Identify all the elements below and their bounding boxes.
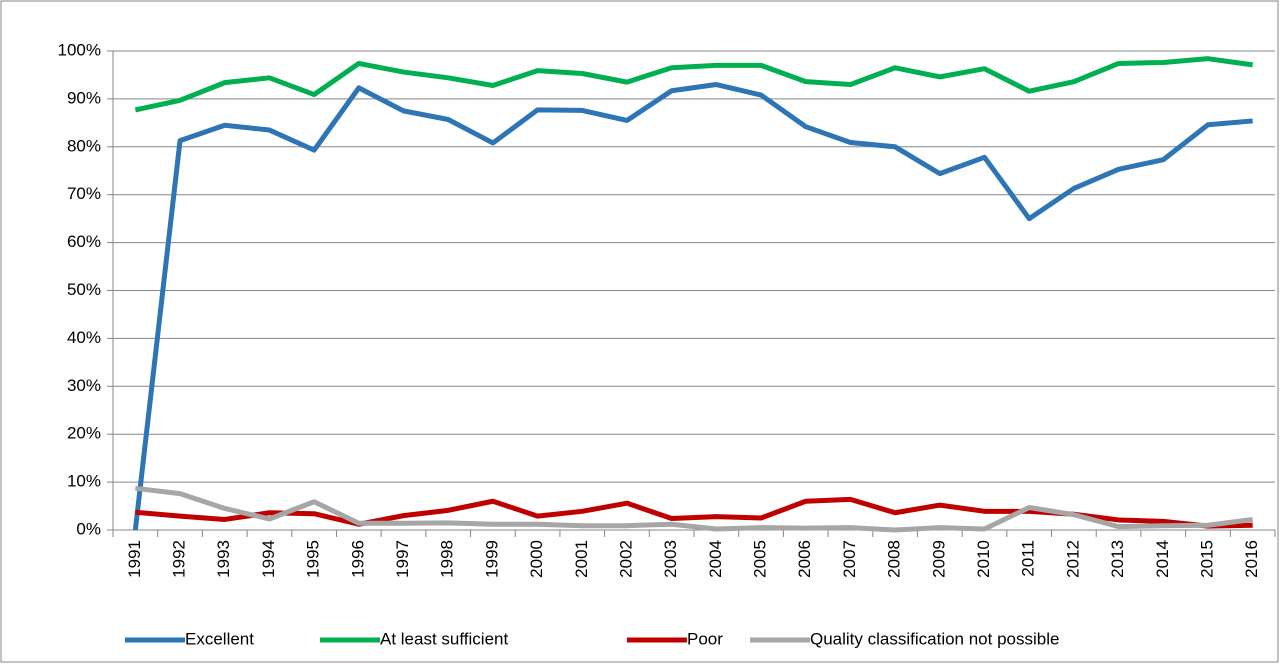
x-tick-label: 2007 (840, 540, 859, 578)
series-line (132, 82, 1253, 531)
x-tick-label: 1997 (393, 540, 412, 578)
x-tick-label: 1994 (259, 540, 278, 578)
y-tick-label: 10% (67, 472, 101, 491)
x-tick-label: 2001 (572, 540, 591, 578)
x-tick-label: 2015 (1197, 540, 1216, 578)
x-tick-label: 2004 (706, 540, 725, 578)
legend-label: Poor (687, 629, 723, 648)
x-tick-label: 2005 (751, 540, 770, 578)
y-tick-label: 40% (67, 328, 101, 347)
x-tick-label: 2008 (885, 540, 904, 578)
legend-label: Excellent (185, 629, 254, 648)
y-tick-label: 20% (67, 424, 101, 443)
y-tick-label: 0% (76, 519, 101, 538)
y-tick-label: 90% (67, 88, 101, 107)
x-tick-label: 2009 (929, 540, 948, 578)
x-tick-label: 1992 (170, 540, 189, 578)
x-tick-label: 2000 (527, 540, 546, 578)
y-tick-label: 50% (67, 280, 101, 299)
y-tick-label: 30% (67, 376, 101, 395)
y-tick-label: 100% (58, 40, 101, 59)
legend-label: At least sufficient (380, 629, 508, 648)
series-line (134, 56, 1253, 113)
x-tick-label: 2016 (1242, 540, 1261, 578)
x-tick-label: 1993 (214, 540, 233, 578)
y-tick-label: 60% (67, 232, 101, 251)
x-tick-label: 1991 (125, 540, 144, 578)
series-line (135, 485, 1253, 533)
y-tick-label: 80% (67, 136, 101, 155)
x-tick-label: 1998 (438, 540, 457, 578)
x-tick-label: 2003 (661, 540, 680, 578)
x-tick-label: 2002 (616, 540, 635, 578)
x-tick-label: 2012 (1063, 540, 1082, 578)
y-tick-label: 70% (67, 184, 101, 203)
x-tick-label: 2014 (1153, 540, 1172, 578)
x-tick-label: 1995 (304, 540, 323, 578)
x-tick-label: 2011 (1019, 540, 1038, 577)
x-tick-label: 2006 (795, 540, 814, 578)
x-tick-label: 2010 (974, 540, 993, 578)
x-tick-label: 2013 (1108, 540, 1127, 578)
x-tick-label: 1996 (348, 540, 367, 578)
x-tick-label: 1999 (482, 540, 501, 578)
legend-label: Quality classification not possible (810, 629, 1059, 648)
